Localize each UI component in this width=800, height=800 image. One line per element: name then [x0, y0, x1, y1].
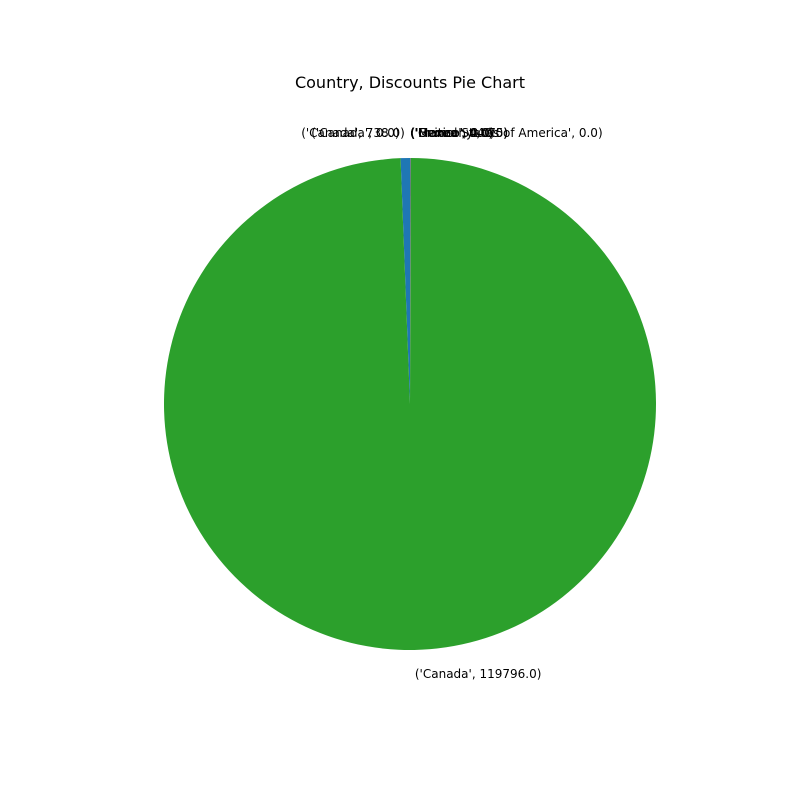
slice-label: ('Germany', 0.0)	[410, 126, 508, 140]
slice-label: ('Canada', 738.0)	[301, 126, 405, 140]
pie-slice	[410, 158, 411, 404]
slice-labels: ('Canada', 738.0)('Canada', 0.0) ('Canada…	[301, 126, 602, 681]
slice-label: ('Mexico', 0.0)	[410, 126, 495, 140]
pie-slice	[163, 158, 656, 650]
pie-slices	[163, 158, 656, 650]
slice-label: ('Canada', 0.0)	[311, 126, 399, 140]
slice-label: ('United States of America', 0.0)	[410, 126, 603, 140]
slice-label: ('France', 44.75)	[410, 126, 508, 140]
slice-label: ('Canada', 119796.0)	[415, 667, 542, 681]
pie-slice	[400, 158, 410, 404]
slice-label: ('France', 0.0)	[411, 126, 494, 140]
chart-title: Country, Discounts Pie Chart	[295, 73, 525, 92]
